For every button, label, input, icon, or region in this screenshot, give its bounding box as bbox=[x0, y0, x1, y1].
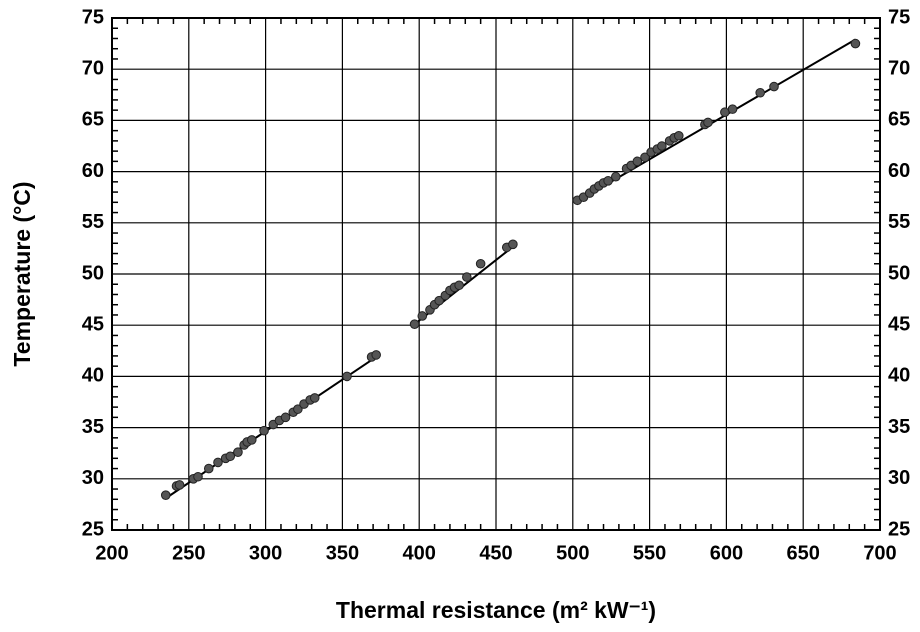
data-point bbox=[280, 412, 291, 423]
data-point bbox=[434, 295, 444, 306]
y2-tick-label: 35 bbox=[888, 416, 910, 438]
y2-tick-label: 50 bbox=[888, 262, 910, 284]
data-point bbox=[193, 471, 203, 482]
x-tick-label: 650 bbox=[787, 542, 820, 564]
data-point bbox=[462, 272, 472, 282]
plot-frame bbox=[111, 17, 881, 531]
data-point bbox=[174, 480, 185, 490]
data-point bbox=[755, 87, 765, 98]
y-tick-label: 25 bbox=[82, 518, 104, 540]
data-point bbox=[640, 152, 650, 163]
y2-tick-label: 55 bbox=[888, 211, 910, 233]
x-tick-label: 600 bbox=[710, 542, 743, 564]
data-point bbox=[293, 404, 303, 414]
data-point bbox=[727, 104, 738, 114]
data-point bbox=[611, 171, 621, 182]
y-tick-label: 55 bbox=[82, 211, 104, 233]
y-tick-label: 50 bbox=[82, 262, 104, 284]
x-tick-label: 700 bbox=[863, 542, 896, 564]
y-axis-title: Temperature (°C) bbox=[9, 181, 35, 366]
y-tick-label: 65 bbox=[82, 109, 104, 131]
y2-tick-label: 25 bbox=[888, 518, 910, 540]
y2-tick-label: 60 bbox=[888, 160, 910, 182]
x-tick-label: 300 bbox=[249, 542, 282, 564]
data-point bbox=[703, 117, 713, 128]
x-tick-label: 550 bbox=[633, 542, 666, 564]
data-point bbox=[475, 258, 486, 269]
data-point bbox=[850, 38, 861, 49]
y2-tick-label: 65 bbox=[888, 109, 910, 131]
y-tick-label: 30 bbox=[82, 467, 104, 489]
data-point bbox=[603, 176, 613, 186]
data-point bbox=[246, 435, 257, 445]
data-point bbox=[508, 239, 518, 250]
data-point bbox=[203, 463, 214, 474]
data-point bbox=[225, 451, 236, 462]
data-point bbox=[233, 447, 243, 457]
data-point bbox=[213, 457, 223, 468]
data-point bbox=[769, 81, 779, 92]
y2-tick-label: 30 bbox=[888, 467, 910, 489]
x-tick-label: 200 bbox=[95, 542, 128, 564]
y-tick-label: 75 bbox=[82, 6, 104, 28]
x-tick-label: 250 bbox=[172, 542, 205, 564]
data-point bbox=[454, 280, 464, 291]
data-point bbox=[342, 371, 352, 382]
y-tick-label: 35 bbox=[82, 416, 104, 438]
y-tick-label: 45 bbox=[82, 313, 104, 335]
data-point bbox=[259, 425, 269, 436]
x-tick-label: 450 bbox=[479, 542, 512, 564]
y2-tick-label: 45 bbox=[888, 313, 910, 335]
data-point bbox=[409, 319, 420, 329]
data-point bbox=[371, 350, 381, 360]
y2-tick-label: 70 bbox=[888, 57, 910, 79]
y2-tick-label: 75 bbox=[888, 6, 910, 28]
y-tick-label: 70 bbox=[82, 57, 104, 79]
data-point bbox=[632, 156, 643, 167]
y-tick-label: 60 bbox=[82, 160, 104, 182]
fit-line bbox=[576, 38, 856, 203]
data-point bbox=[657, 141, 667, 151]
data-point bbox=[309, 393, 320, 403]
y2-tick-label: 40 bbox=[888, 365, 910, 387]
x-axis-title: Thermal resistance (m² kW⁻¹) bbox=[336, 597, 656, 623]
x-tick-label: 500 bbox=[556, 542, 589, 564]
x-tick-label: 400 bbox=[403, 542, 436, 564]
x-tick-label: 350 bbox=[326, 542, 359, 564]
data-point bbox=[417, 311, 428, 321]
data-point bbox=[160, 490, 171, 500]
y-tick-label: 40 bbox=[82, 365, 104, 387]
data-point bbox=[673, 130, 684, 141]
